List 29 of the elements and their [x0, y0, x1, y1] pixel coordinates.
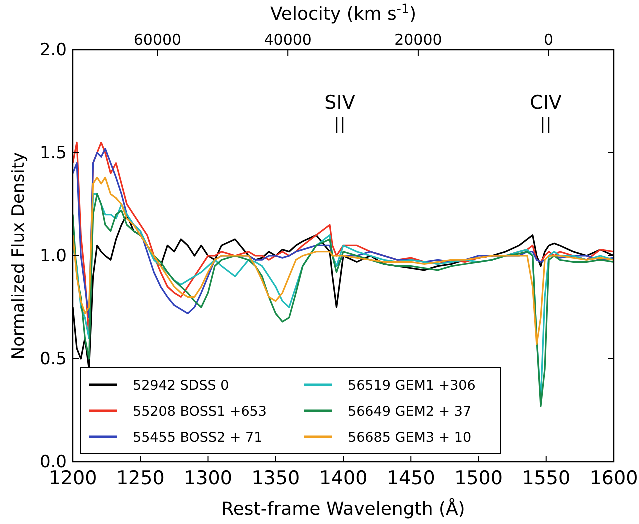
x-tick-label: 1300 — [184, 467, 232, 490]
x-tick-label: 1250 — [116, 467, 165, 490]
x-tick-label: 1450 — [386, 467, 436, 490]
legend-label: 52942 SDSS 0 — [133, 378, 230, 394]
legend-label: 56649 GEM2 + 37 — [348, 404, 472, 420]
annotation: SIV — [324, 92, 356, 114]
x2-tick-label: 0 — [544, 31, 554, 49]
x-tick-label: 1200 — [48, 467, 98, 490]
x-tick-label: 1500 — [454, 467, 503, 490]
x-axis-title: Rest-frame Wavelength (Å) — [222, 498, 466, 520]
x2-tick-label: 20000 — [394, 31, 442, 49]
x-tick-label: 1600 — [590, 467, 638, 490]
x2-tick-label: 60000 — [134, 31, 182, 49]
legend-label: 55455 BOSS2 + 71 — [133, 430, 263, 446]
x-tick-label: 1350 — [252, 467, 300, 490]
legend-label: 56685 GEM3 + 10 — [348, 430, 472, 446]
y-tick-label: 1.5 — [40, 143, 67, 164]
y-axis-title: Normalized Flux Density — [9, 152, 29, 360]
y-tick-label: 1.0 — [40, 246, 67, 266]
y-tick-label: 0.5 — [40, 349, 67, 370]
x-tick-label: 1550 — [522, 467, 571, 490]
line-series — [72, 176, 615, 346]
x2-tick-label: 40000 — [264, 31, 312, 49]
legend-label: 56519 GEM1 +306 — [348, 378, 476, 394]
legend-label: 55208 BOSS1 +653 — [133, 404, 267, 420]
x-tick-label: 1400 — [319, 467, 368, 490]
annotation: CIV — [530, 92, 562, 114]
x2-axis-title: Velocity (km s$^{-1}$) — [270, 0, 417, 25]
y-tick-label: 2.0 — [40, 40, 67, 60]
